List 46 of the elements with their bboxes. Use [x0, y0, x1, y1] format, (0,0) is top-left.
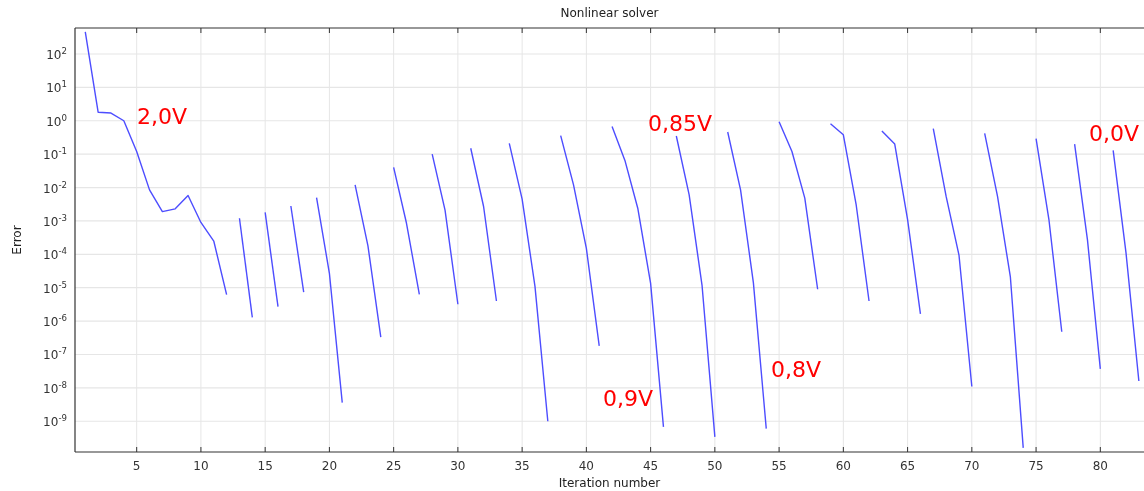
x-tick-label: 25 [386, 459, 402, 473]
y-tick-label: 10$^{-1}$ [43, 146, 67, 163]
line-series [778, 121, 819, 290]
line-series [932, 127, 973, 388]
y-tick-label: 10$^{0}$ [46, 112, 67, 129]
line-series [983, 132, 1024, 449]
y-tick-label: 10$^{-6}$ [43, 313, 67, 330]
y-tick-label: 10$^{-9}$ [43, 413, 67, 430]
y-tick-label: 10$^{-4}$ [43, 246, 67, 263]
y-tick-label: 10$^{-3}$ [43, 212, 67, 229]
x-tick-label: 80 [1092, 459, 1108, 473]
x-tick-label: 50 [707, 459, 723, 473]
annotation: 0,8V [770, 357, 822, 382]
line-series [727, 131, 767, 430]
y-axis-title: Error [10, 225, 24, 255]
y-tick-label: 10$^{2}$ [46, 45, 67, 62]
line-series [559, 134, 600, 347]
x-tick-label: 55 [771, 459, 787, 473]
x-tick-label: 75 [1028, 459, 1044, 473]
line-series [829, 123, 870, 302]
line-series [675, 135, 716, 438]
line-series [84, 31, 228, 296]
annotation: 2,0V [136, 104, 188, 129]
y-tick-label: 10$^{-2}$ [43, 179, 67, 196]
y-tick-label: 10$^{1}$ [46, 79, 67, 96]
y-tick-label: 10$^{-8}$ [43, 379, 67, 396]
annotation: 0,9V [602, 386, 654, 411]
x-tick-label: 10 [193, 459, 209, 473]
x-tick-label: 70 [964, 459, 980, 473]
x-tick-label: 20 [321, 459, 338, 473]
annotation: 0,0V [1088, 121, 1140, 146]
x-tick-label: 15 [257, 459, 273, 473]
x-tick-label: 60 [835, 459, 851, 473]
x-tick-label: 30 [450, 459, 466, 473]
y-tick-label: 10$^{-5}$ [43, 279, 67, 296]
chart-title: Nonlinear solver [560, 6, 659, 20]
x-tick-label: 35 [514, 459, 530, 473]
x-tick-label: 45 [642, 459, 659, 473]
line-series [508, 142, 549, 422]
x-axis-title: Iteration number [558, 476, 661, 490]
y-tick-label: 10$^{-7}$ [43, 346, 67, 363]
x-tick-label: 65 [899, 459, 916, 473]
line-series [881, 130, 922, 315]
x-tick-label: 40 [578, 459, 595, 473]
annotation: 0,85V [647, 111, 713, 136]
x-tick-label: 5 [132, 459, 141, 473]
